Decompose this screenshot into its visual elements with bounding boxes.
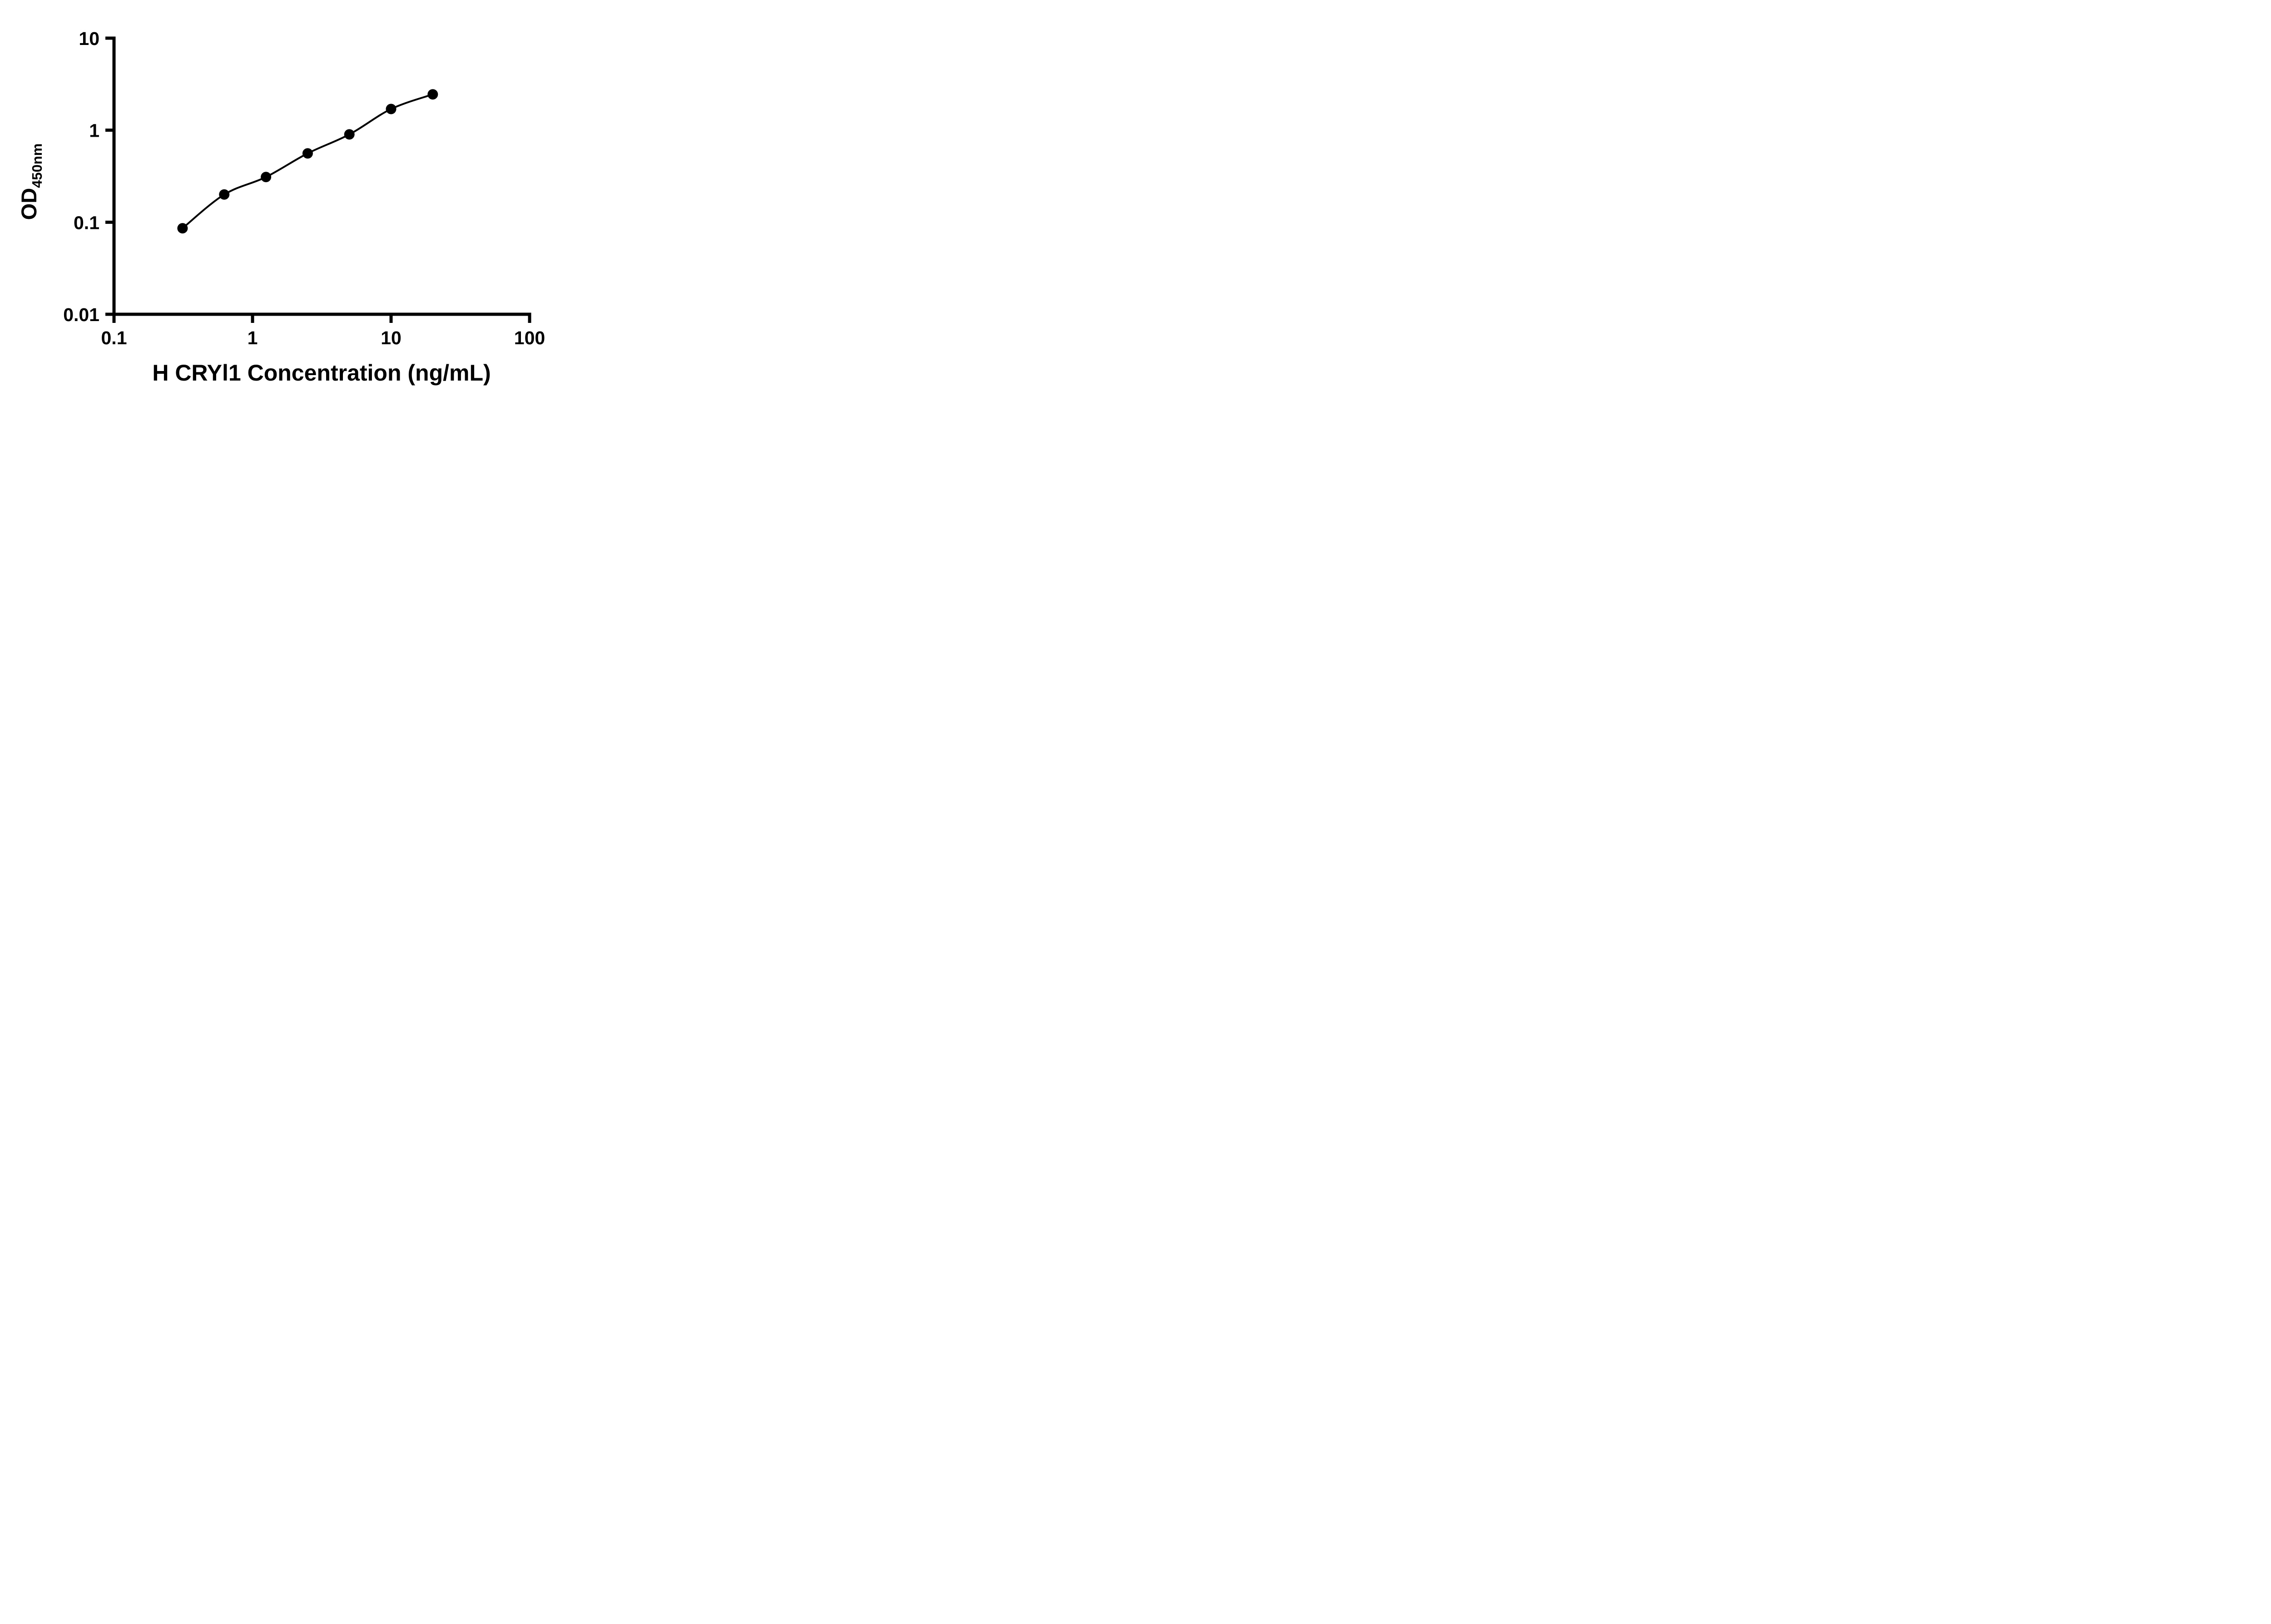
data-point — [386, 104, 397, 114]
data-point — [261, 172, 272, 183]
x-tick-label: 10 — [381, 327, 402, 348]
x-axis-title: H CRYl1 Concentration (ng/mL) — [152, 360, 491, 386]
data-point — [302, 148, 313, 159]
y-axis-title-subscript: 450nm — [29, 144, 45, 188]
data-point — [427, 89, 438, 100]
x-tick-label: 0.1 — [101, 327, 127, 348]
data-point — [177, 223, 188, 234]
y-tick-label: 1 — [89, 120, 99, 141]
y-axis-title-main: OD — [17, 188, 41, 220]
fit-curve — [182, 93, 433, 229]
data-point — [344, 129, 355, 140]
x-tick-label: 1 — [248, 327, 258, 348]
data-points — [177, 89, 438, 234]
elisa-standard-curve-figure: 0.1 1 10 100 0.01 0.1 1 10 H CRYl1 Concentrati… — [0, 0, 587, 406]
y-tick-label: 0.01 — [63, 304, 99, 325]
data-point — [219, 189, 230, 200]
tick-marks — [105, 36, 531, 323]
y-tick-label: 10 — [79, 28, 99, 49]
y-tick-labels: 0.01 0.1 1 10 — [63, 28, 99, 325]
y-tick-label: 0.1 — [74, 212, 99, 233]
x-tick-label: 100 — [514, 327, 545, 348]
x-tick-labels: 0.1 1 10 100 — [101, 327, 545, 348]
y-axis-title: OD450nm — [17, 144, 45, 220]
axes — [112, 36, 531, 316]
